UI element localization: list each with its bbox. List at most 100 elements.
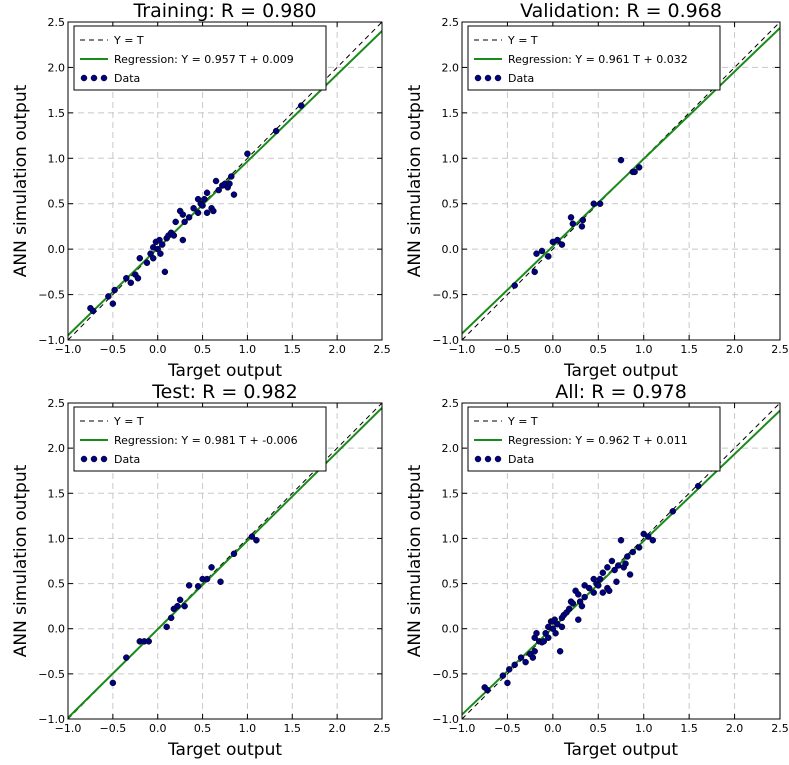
legend-data-swatch — [484, 455, 492, 463]
x-tick-label: 0.5 — [194, 343, 212, 356]
x-tick-label: 2.5 — [771, 722, 789, 735]
data-point — [499, 672, 507, 679]
y-tick-label: −1.0 — [432, 713, 459, 726]
data-point — [615, 562, 622, 569]
data-point — [111, 286, 118, 294]
legend-data-swatch — [80, 74, 88, 82]
legend-identity-label: Y = T — [113, 415, 144, 428]
data-point — [617, 156, 625, 164]
data-point — [212, 177, 220, 185]
data-point — [626, 571, 634, 578]
data-point — [199, 202, 206, 209]
data-point — [531, 648, 538, 655]
legend-identity-label: Y = T — [507, 415, 538, 428]
y-axis-label: ANN simulation output — [405, 84, 425, 277]
y-tick-label: 2.5 — [48, 16, 66, 29]
data-point — [143, 259, 151, 267]
x-tick-label: −0.5 — [99, 343, 126, 356]
data-point — [596, 575, 604, 583]
data-point — [194, 209, 202, 217]
data-point — [203, 189, 211, 197]
data-point — [179, 236, 187, 244]
legend-data-swatch — [474, 455, 482, 463]
legend-data-swatch — [80, 455, 88, 463]
data-point — [578, 223, 586, 230]
legend-regression-label: Regression: Y = 0.961 T + 0.032 — [508, 53, 688, 66]
x-tick-label: 2.0 — [328, 343, 346, 356]
data-point — [181, 602, 188, 610]
data-point — [511, 661, 518, 669]
legend-data-label: Data — [508, 72, 534, 85]
legend-regression-label: Regression: Y = 0.981 T + -0.006 — [114, 434, 298, 447]
data-point — [538, 247, 546, 255]
legend-data-swatch — [90, 455, 98, 463]
data-point — [511, 282, 518, 289]
y-axis-label: ANN simulation output — [405, 464, 425, 657]
legend-box — [467, 406, 721, 472]
data-point — [505, 666, 513, 673]
legend-identity-label: Y = T — [507, 34, 538, 47]
data-point — [569, 220, 577, 227]
x-tick-label: −0.5 — [494, 722, 521, 735]
data-point — [611, 566, 618, 574]
axes-frame — [461, 21, 781, 341]
x-tick-label: −0.5 — [99, 722, 126, 735]
y-tick-label: −0.5 — [432, 668, 459, 681]
x-tick-label: 1.5 — [680, 722, 698, 735]
y-tick-label: 1.0 — [48, 532, 66, 545]
data-point — [484, 686, 491, 694]
y-tick-label: −1.0 — [432, 334, 459, 347]
y-tick-label: 2.5 — [48, 397, 66, 410]
data-point — [540, 638, 548, 645]
data-point — [545, 253, 552, 260]
y-tick-label: 1.0 — [442, 152, 460, 165]
x-axis-label: Target output — [563, 740, 678, 760]
x-tick-label: −1.0 — [449, 343, 476, 356]
data-point — [608, 557, 616, 565]
data-point — [554, 236, 561, 244]
axes-frame — [461, 402, 781, 720]
chart-panel-3: −1.0−1.0 −0.5 −0.5 0.0 0.0 0.5 0.5 1.0 1.0 1.5 1.5… — [11, 381, 391, 760]
x-tick-label: −0.5 — [494, 343, 521, 356]
legend-data-label: Data — [114, 453, 140, 466]
data-point — [581, 593, 588, 601]
y-tick-label: 2.5 — [442, 16, 460, 29]
y-tick-label: 1.0 — [442, 532, 460, 545]
data-point — [645, 533, 652, 540]
legend-data-label: Data — [508, 453, 534, 466]
data-point — [163, 623, 170, 631]
data-point — [605, 587, 613, 595]
x-tick-label: −1.0 — [55, 722, 82, 735]
data-point — [203, 209, 211, 217]
legend-box — [467, 25, 721, 91]
y-tick-label: 1.5 — [442, 107, 460, 120]
data-point — [127, 279, 135, 287]
data-point — [136, 254, 144, 262]
data-point — [522, 658, 529, 666]
data-point — [590, 200, 597, 207]
y-tick-label: 1.0 — [48, 152, 66, 165]
data-point — [215, 186, 222, 194]
chart-title: All: R = 0.978 — [555, 381, 687, 403]
data-point — [228, 173, 235, 180]
y-axis-label: ANN simulation output — [11, 84, 31, 277]
data-point — [533, 629, 540, 637]
data-point — [531, 268, 538, 276]
y-tick-label: −0.5 — [38, 668, 65, 681]
axes-frame — [67, 402, 383, 720]
y-tick-label: 0.5 — [48, 578, 66, 591]
data-point — [230, 550, 238, 558]
data-point — [624, 553, 631, 560]
x-tick-label: 1.0 — [239, 722, 257, 735]
legend-data-swatch — [90, 74, 98, 82]
y-tick-label: −0.5 — [432, 289, 459, 302]
y-tick-label: 2.0 — [442, 442, 460, 455]
data-point — [556, 648, 564, 655]
y-tick-label: −1.0 — [38, 713, 65, 726]
data-point — [109, 679, 117, 687]
data-point — [599, 569, 607, 576]
data-point — [123, 274, 130, 282]
data-point — [590, 589, 597, 596]
data-point — [579, 216, 587, 224]
data-point — [157, 250, 164, 257]
